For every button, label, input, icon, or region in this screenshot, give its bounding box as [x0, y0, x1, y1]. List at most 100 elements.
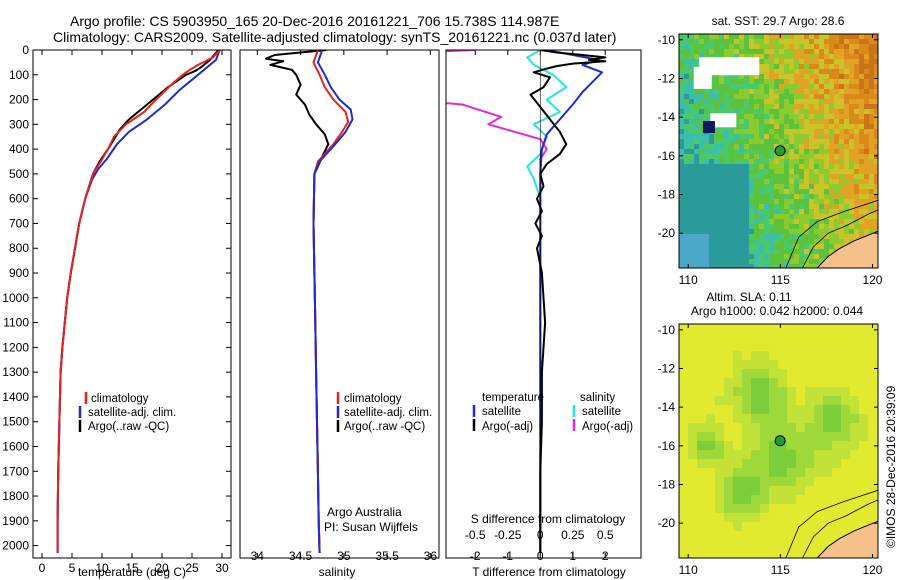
map-cell — [684, 99, 690, 105]
map-cell — [699, 199, 705, 205]
map-cell — [719, 169, 725, 175]
map-cell — [823, 486, 833, 496]
map-cell — [849, 154, 855, 160]
map-cell — [787, 450, 797, 460]
map-cell — [819, 154, 825, 160]
y-tick-label: 600 — [9, 192, 29, 206]
map-cell — [850, 459, 860, 469]
map-cell — [733, 378, 743, 388]
map-cell — [734, 164, 740, 170]
map-cell — [823, 450, 833, 460]
map-cell — [734, 99, 740, 105]
map-cell — [839, 39, 845, 45]
map-cell — [796, 324, 806, 334]
map-cell — [744, 129, 750, 135]
map-cell — [864, 164, 870, 170]
map-cell — [864, 74, 870, 80]
map-cell — [706, 369, 716, 379]
map-cell — [764, 234, 770, 240]
map-cell — [854, 39, 860, 45]
map-cell — [749, 39, 755, 45]
map-cell — [689, 54, 695, 60]
map-cell — [679, 477, 689, 487]
map-cell — [734, 239, 740, 245]
map-cell — [832, 513, 842, 523]
map-cell — [864, 69, 870, 75]
map-cell — [778, 396, 788, 406]
series-climatology — [56, 50, 221, 553]
map-cell — [684, 124, 690, 130]
map-cell — [794, 129, 800, 135]
lat-tick-label: -10 — [658, 33, 676, 47]
map-cell — [694, 184, 700, 190]
map-cell — [724, 540, 734, 550]
map-cell — [724, 174, 730, 180]
map-cell — [769, 179, 775, 185]
map-cell — [739, 89, 745, 95]
map-cell — [709, 49, 715, 55]
map-cell — [679, 495, 689, 505]
map-cell — [715, 522, 725, 532]
map-cell — [796, 513, 806, 523]
map-cell — [754, 229, 760, 235]
map-cell — [739, 79, 745, 85]
map-cell — [764, 64, 770, 70]
map-cell — [864, 199, 870, 205]
map-cell — [754, 159, 760, 165]
map-cell — [714, 89, 720, 95]
map-cell — [759, 229, 765, 235]
map-cell — [804, 69, 810, 75]
map-cell — [719, 44, 725, 50]
map-cell — [734, 34, 740, 40]
map-cell — [749, 229, 755, 235]
map-cell — [784, 209, 790, 215]
map-cell — [841, 333, 851, 343]
map-cell — [834, 239, 840, 245]
map-cell — [774, 99, 780, 105]
map-cell — [854, 64, 860, 70]
map-cell — [724, 486, 734, 496]
map-cell — [824, 249, 830, 255]
map-cell — [804, 199, 810, 205]
map-cell — [844, 49, 850, 55]
map-cell — [714, 199, 720, 205]
map-cell — [699, 164, 705, 170]
map-cell — [714, 169, 720, 175]
map-cell — [719, 109, 725, 115]
map-cell — [764, 164, 770, 170]
map-cell — [749, 204, 755, 210]
map-cell — [854, 44, 860, 50]
map-cell — [832, 351, 842, 361]
map-cell — [679, 44, 685, 50]
map-cell — [809, 49, 815, 55]
map-cell — [689, 189, 695, 195]
map-cell — [850, 477, 860, 487]
map-cell — [754, 114, 760, 120]
map-cell — [834, 99, 840, 105]
map-cell — [744, 224, 750, 230]
map-cell — [679, 139, 685, 145]
map-cell — [796, 468, 806, 478]
map-cell — [724, 549, 734, 558]
map-cell — [739, 244, 745, 250]
map-cell — [709, 229, 715, 235]
legend-climatology-label: climatology — [344, 393, 402, 405]
map-cell — [869, 109, 875, 115]
map-cell — [694, 189, 700, 195]
map-cell — [787, 360, 797, 370]
map-cell — [734, 144, 740, 150]
map-cell — [774, 44, 780, 50]
map-cell — [739, 84, 745, 90]
map-cell — [679, 254, 685, 260]
map-cell — [742, 522, 752, 532]
map-cell — [844, 74, 850, 80]
map-cell — [823, 531, 833, 541]
map-cell — [714, 49, 720, 55]
map-cell — [751, 468, 761, 478]
map-cell — [715, 513, 725, 523]
map-cell — [794, 224, 800, 230]
map-cell — [744, 189, 750, 195]
map-cell — [849, 184, 855, 190]
map-cell — [733, 486, 743, 496]
map-cell — [859, 184, 865, 190]
